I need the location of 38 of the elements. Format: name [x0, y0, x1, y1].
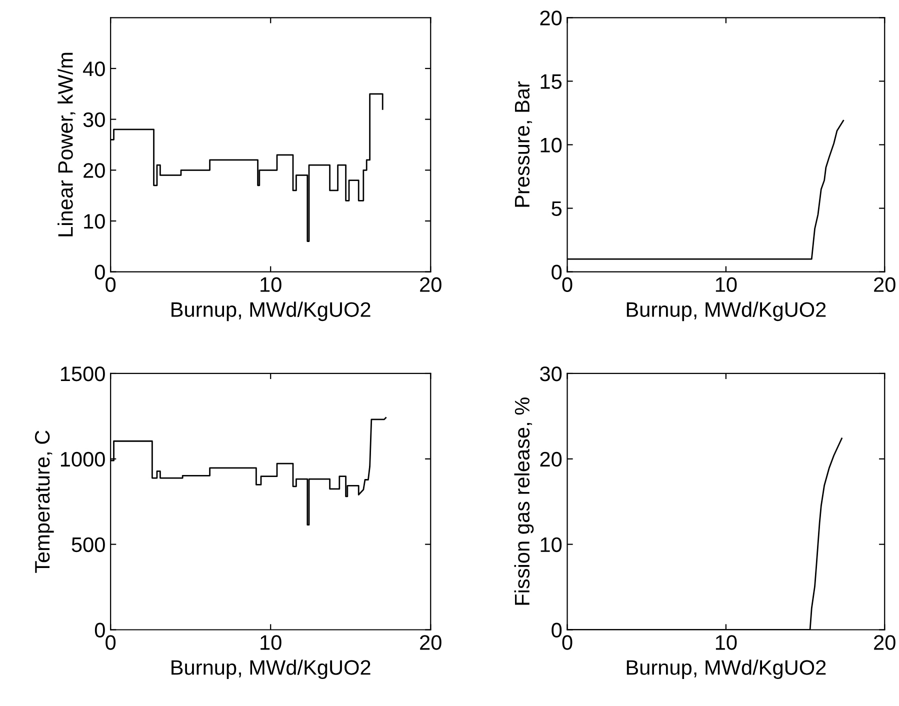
x-tick-label: 10	[260, 635, 282, 650]
x-axis-title: Burnup, MWd/KgUO2	[172, 660, 370, 680]
y-tick-label: 0	[552, 264, 562, 280]
x-tick-label: 10	[260, 277, 282, 292]
x-tick-label: 10	[716, 635, 737, 650]
x-tick-label: 0	[106, 635, 116, 650]
x-tick-label: 20	[874, 635, 896, 650]
y-axis-title: Pressure, Bar	[515, 81, 532, 207]
y-tick-label: 30	[540, 366, 562, 382]
y-tick-label: 20	[540, 10, 562, 26]
y-tick-label: 10	[540, 537, 562, 552]
x-tick-label: 20	[420, 277, 442, 292]
x-axis-title: Burnup, MWd/KgUO2	[626, 660, 826, 680]
y-tick-label: 0	[94, 622, 105, 638]
y-tick-label: 20	[84, 163, 105, 178]
y-tick-label: 40	[83, 61, 105, 76]
y-tick-label: 10	[540, 138, 562, 152]
y-tick-label: 15	[540, 74, 562, 89]
x-tick-label: 0	[562, 635, 572, 650]
x-tick-label: 20	[420, 635, 442, 650]
y-tick-label: 0	[94, 264, 105, 280]
x-tick-label: 10	[716, 277, 737, 292]
y-tick-label: 500	[72, 537, 105, 552]
x-tick-label: 0	[106, 277, 116, 292]
y-tick-label: 1500	[60, 366, 105, 382]
y-tick-label: 20	[540, 452, 562, 467]
x-tick-label: 0	[562, 277, 572, 292]
y-tick-label: 10	[84, 214, 105, 229]
x-tick-label: 20	[874, 277, 896, 292]
y-axis-title: Temperature, C	[34, 430, 54, 573]
y-tick-label: 30	[83, 112, 105, 128]
y-axis-title: Linear Power, kW/m	[58, 52, 76, 236]
x-axis-title: Burnup, MWd/KgUO2	[172, 302, 370, 322]
x-axis-title: Burnup, MWd/KgUO2	[626, 302, 826, 322]
y-tick-label: 0	[552, 622, 562, 638]
y-axis-title: Fission gas release, %	[514, 398, 534, 605]
y-tick-label: 1000	[60, 452, 105, 467]
y-tick-label: 5	[552, 201, 562, 216]
